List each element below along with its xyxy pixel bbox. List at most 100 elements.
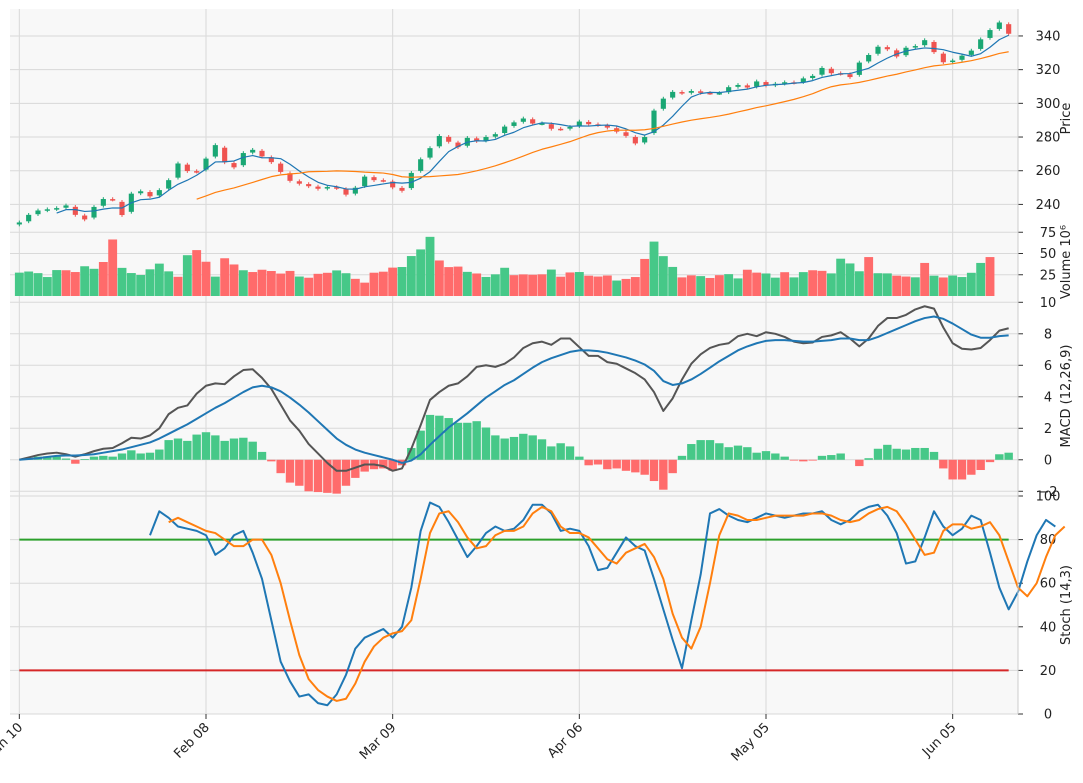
candle-body bbox=[175, 163, 181, 178]
candle-body bbox=[875, 46, 881, 54]
candle-body bbox=[856, 62, 862, 75]
macd-histogram-bar bbox=[976, 459, 985, 471]
candle-body bbox=[194, 171, 200, 173]
volume-bar bbox=[220, 258, 230, 296]
candle-body bbox=[63, 205, 69, 208]
macd-panel-background bbox=[10, 296, 1018, 496]
volume-bar bbox=[873, 273, 883, 296]
volume-bar bbox=[285, 270, 295, 296]
macd-histogram-bar bbox=[267, 459, 276, 462]
volume-y-tick-label: 50 bbox=[1040, 247, 1057, 262]
macd-histogram-bar bbox=[80, 458, 89, 460]
candle-body bbox=[296, 181, 302, 184]
macd-histogram-bar bbox=[285, 459, 295, 483]
candle-body bbox=[931, 41, 937, 53]
candle-body bbox=[399, 187, 405, 191]
candle-body bbox=[380, 180, 386, 182]
stoch-k-line bbox=[149, 501, 1056, 707]
candle-body bbox=[679, 92, 685, 94]
candle-body bbox=[810, 75, 816, 79]
volume-bar bbox=[621, 278, 631, 296]
volume-bar bbox=[350, 278, 360, 296]
macd-y-tick-label: 6 bbox=[1044, 359, 1052, 374]
volume-bar bbox=[574, 272, 584, 296]
macd-histogram-bar bbox=[407, 447, 416, 460]
macd-histogram-bar bbox=[183, 440, 192, 460]
candle-body bbox=[268, 157, 274, 163]
volume-bar bbox=[593, 276, 603, 296]
volume-bar bbox=[696, 276, 706, 296]
volume-bar bbox=[789, 277, 799, 296]
candle-body bbox=[548, 124, 554, 129]
candle-body bbox=[511, 122, 517, 126]
volume-bar bbox=[136, 275, 146, 296]
candle-body bbox=[362, 176, 368, 187]
stoch-y-axis-label: Stoch (14,3) bbox=[1059, 565, 1074, 645]
candle-body bbox=[623, 132, 629, 136]
volume-bar bbox=[677, 277, 687, 296]
volume-bar bbox=[182, 255, 192, 296]
candle-body bbox=[642, 137, 648, 143]
stoch-y-tick-label: 20 bbox=[1040, 664, 1057, 679]
volume-bar bbox=[360, 282, 370, 296]
macd-histogram-bar bbox=[892, 448, 901, 460]
macd-histogram-bar bbox=[621, 459, 631, 471]
price-y-tick-label: 300 bbox=[1036, 97, 1061, 112]
volume-bar bbox=[425, 236, 435, 296]
volume-bar bbox=[490, 274, 500, 296]
macd-histogram-bar bbox=[827, 455, 836, 460]
candle-body bbox=[987, 30, 993, 38]
macd-histogram-bar bbox=[799, 459, 808, 462]
candle-body bbox=[371, 177, 377, 181]
candle-body bbox=[707, 92, 713, 95]
candle-body bbox=[530, 119, 536, 124]
volume-bar bbox=[14, 272, 24, 296]
macd-histogram-bar bbox=[229, 438, 239, 460]
macd-histogram-bar bbox=[771, 453, 780, 460]
macd-y-tick-label: 8 bbox=[1044, 327, 1052, 342]
macd-histogram-bar bbox=[873, 448, 883, 460]
candle-body bbox=[474, 138, 480, 142]
macd-histogram-bar bbox=[789, 459, 799, 461]
volume-bar bbox=[266, 271, 276, 296]
macd-histogram-bar bbox=[519, 433, 528, 460]
volume-bar bbox=[957, 277, 967, 296]
candle-body bbox=[950, 60, 956, 63]
candle-body bbox=[250, 149, 256, 153]
volume-bar bbox=[70, 272, 80, 296]
candle-body bbox=[763, 82, 769, 86]
volume-bar bbox=[117, 267, 127, 296]
x-tick-label: Jan 10 bbox=[0, 720, 26, 760]
volume-bar bbox=[602, 275, 612, 296]
macd-histogram-bar bbox=[1004, 452, 1013, 460]
macd-histogram-bar bbox=[444, 418, 453, 460]
volume-bar bbox=[24, 271, 34, 296]
volume-bar bbox=[406, 256, 416, 296]
volume-bar bbox=[42, 277, 52, 296]
price-y-tick-label: 240 bbox=[1036, 198, 1061, 213]
macd-histogram-bar bbox=[276, 459, 285, 474]
macd-histogram-bar bbox=[733, 445, 743, 460]
macd-histogram-bar bbox=[351, 459, 360, 478]
macd-histogram-bar bbox=[593, 459, 603, 465]
volume-bar bbox=[294, 276, 304, 296]
x-tick-label: Jun 05 bbox=[919, 720, 959, 760]
candle-body bbox=[408, 172, 414, 189]
macd-histogram-bar bbox=[612, 459, 621, 469]
volume-bar bbox=[80, 266, 90, 296]
price-y-tick-label: 280 bbox=[1036, 131, 1061, 146]
volume-bar bbox=[920, 262, 930, 296]
price-y-axis-label: Price bbox=[1059, 103, 1074, 135]
candle-body bbox=[35, 210, 41, 215]
candle-body bbox=[978, 39, 984, 49]
candle-body bbox=[884, 47, 890, 50]
volume-bar bbox=[416, 249, 426, 296]
macd-histogram-bar bbox=[481, 427, 491, 460]
candle-body bbox=[100, 199, 106, 206]
macd-histogram-bar bbox=[640, 459, 649, 475]
macd-histogram-bar bbox=[360, 459, 369, 472]
volume-bar bbox=[686, 275, 696, 296]
candle-body bbox=[819, 67, 825, 75]
volume-bar bbox=[378, 271, 388, 296]
